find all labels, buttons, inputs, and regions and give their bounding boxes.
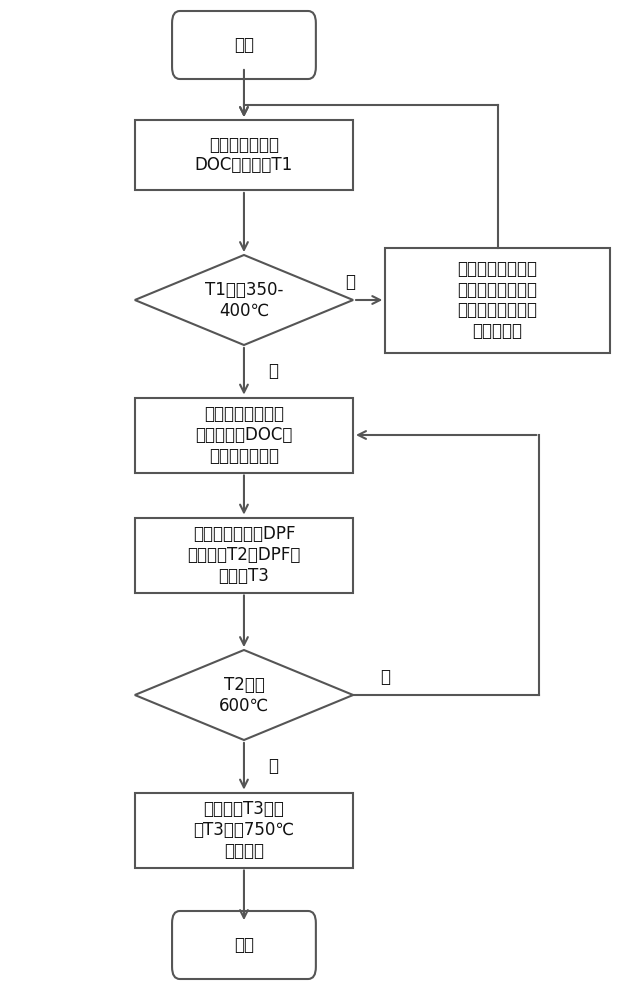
Text: 否: 否 <box>380 668 390 686</box>
Polygon shape <box>135 255 353 345</box>
FancyBboxPatch shape <box>172 11 316 79</box>
Bar <box>135 120 353 190</box>
Text: 控制单元接收到温
度信号后在DOC上
游喷射燃油升温: 控制单元接收到温 度信号后在DOC上 游喷射燃油升温 <box>195 405 293 465</box>
Text: 时刻检测T3，保
证T3小于750℃
实现再生: 时刻检测T3，保 证T3小于750℃ 实现再生 <box>193 800 295 860</box>
Bar <box>135 397 353 473</box>
Text: 温度传感器检测DPF
前端温度T2，DPF后
端温度T3: 温度传感器检测DPF 前端温度T2，DPF后 端温度T3 <box>187 525 300 585</box>
Polygon shape <box>135 650 353 740</box>
Text: 温度传感器检测
DOC前端温度T1: 温度传感器检测 DOC前端温度T1 <box>195 136 293 174</box>
Text: 开始: 开始 <box>234 36 254 54</box>
Text: 结束: 结束 <box>234 936 254 954</box>
Text: 是: 是 <box>268 362 278 380</box>
Text: 否: 否 <box>345 273 355 291</box>
Text: 是: 是 <box>268 757 278 775</box>
Bar <box>135 518 353 592</box>
Text: T2大于
600℃: T2大于 600℃ <box>219 676 269 714</box>
FancyBboxPatch shape <box>172 911 316 979</box>
Bar <box>385 247 610 353</box>
Bar <box>135 792 353 867</box>
Text: T1大于350-
400℃: T1大于350- 400℃ <box>205 281 283 319</box>
Text: 发动机通过缸内措
施（进气阀，喷油
提前角的调节）提
升尾气排温: 发动机通过缸内措 施（进气阀，喷油 提前角的调节）提 升尾气排温 <box>458 260 537 340</box>
